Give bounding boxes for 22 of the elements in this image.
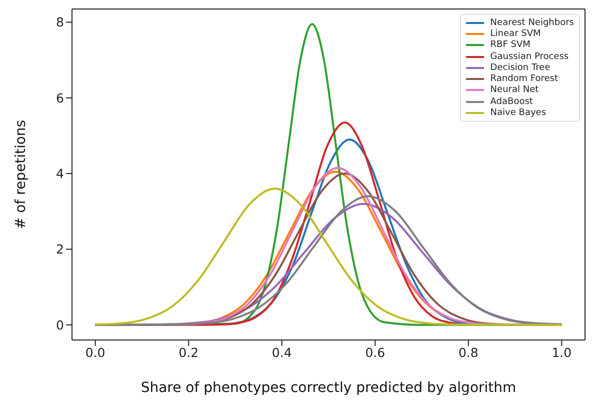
x-axis-title: Share of phenotypes correctly predicted by algorithm [140, 380, 516, 396]
x-tick-label: 0.2 [178, 344, 199, 360]
legend-label: RBF SVM [490, 40, 530, 50]
y-tick-label: 6 [56, 90, 64, 106]
legend-label: Decision Tree [490, 62, 550, 73]
legend-label: Linear SVM [490, 28, 541, 39]
x-tick-label: 1.0 [552, 344, 572, 360]
legend-label: Gaussian Process [490, 52, 569, 62]
y-tick-label: 4 [56, 166, 64, 181]
x-tick-label: 0.8 [458, 344, 478, 360]
legend-label: Naive Bayes [490, 108, 546, 118]
legend-label: Neural Net [490, 85, 539, 96]
x-tick-label: 0.6 [365, 344, 386, 360]
x-tick-label: 0.0 [85, 344, 106, 360]
y-tick-label: 8 [56, 14, 64, 30]
y-axis-title: # of repetitions [12, 120, 29, 230]
y-tick-label: 0 [56, 317, 64, 332]
x-tick-label: 0.4 [272, 344, 292, 360]
legend-label: Random Forest [490, 74, 558, 84]
y-tick-label: 2 [56, 242, 64, 257]
legend-label: AdaBoost [490, 96, 533, 107]
legend-label: Nearest Neighbors [490, 18, 574, 28]
